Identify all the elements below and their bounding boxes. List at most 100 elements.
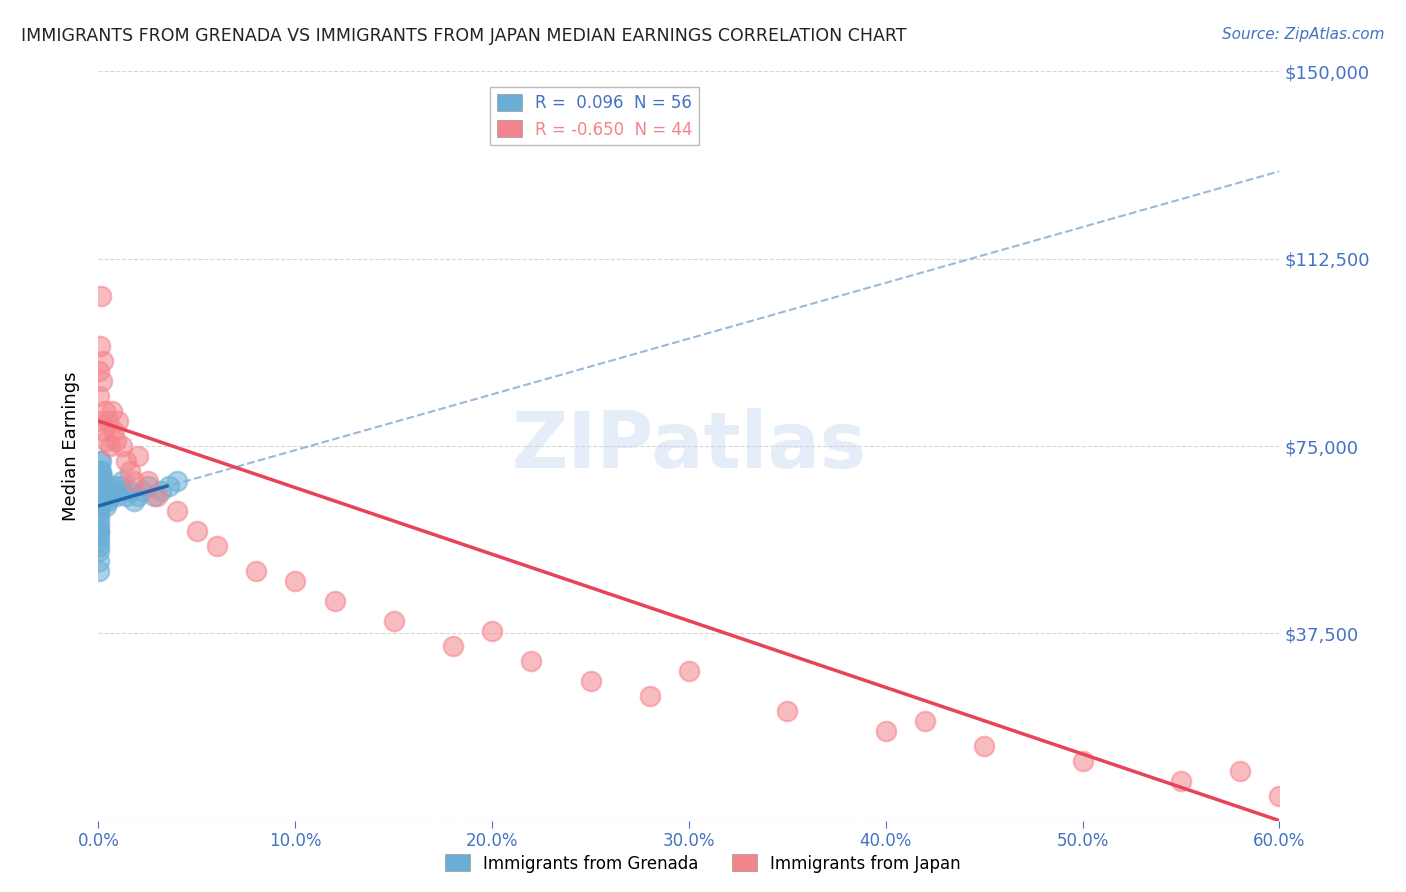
Point xyxy=(89,364,111,378)
Point xyxy=(118,483,141,498)
Point xyxy=(914,714,936,728)
Point xyxy=(323,594,346,608)
Point xyxy=(90,474,112,488)
Point xyxy=(105,434,128,448)
Point xyxy=(108,479,131,493)
Point xyxy=(205,539,228,553)
Point xyxy=(107,483,129,498)
Point xyxy=(136,479,159,493)
Point xyxy=(142,489,165,503)
Point xyxy=(245,564,267,578)
Point xyxy=(127,449,149,463)
Point xyxy=(118,464,141,478)
Point xyxy=(127,489,149,503)
Point xyxy=(94,489,117,503)
Point xyxy=(638,689,661,703)
Point xyxy=(89,469,111,483)
Point xyxy=(93,483,115,498)
Point xyxy=(111,474,134,488)
Text: Source: ZipAtlas.com: Source: ZipAtlas.com xyxy=(1222,27,1385,42)
Point xyxy=(1268,789,1291,803)
Point xyxy=(89,533,111,548)
Point xyxy=(150,483,173,498)
Point xyxy=(89,554,111,568)
Point xyxy=(441,639,464,653)
Point xyxy=(89,524,111,538)
Point xyxy=(89,508,111,523)
Y-axis label: Median Earnings: Median Earnings xyxy=(62,371,80,521)
Point xyxy=(166,504,188,518)
Point xyxy=(973,739,995,753)
Point xyxy=(89,539,111,553)
Point xyxy=(89,479,111,493)
Point xyxy=(122,474,145,488)
Point xyxy=(89,504,111,518)
Point xyxy=(91,374,114,388)
Point xyxy=(776,704,799,718)
Point xyxy=(481,624,503,638)
Point xyxy=(89,489,111,503)
Point xyxy=(875,723,897,738)
Point xyxy=(382,614,405,628)
Point xyxy=(579,673,602,688)
Point xyxy=(91,469,114,483)
Point xyxy=(94,404,117,418)
Point xyxy=(1170,773,1192,788)
Point xyxy=(115,489,138,503)
Point xyxy=(90,464,112,478)
Point xyxy=(89,494,111,508)
Point xyxy=(89,514,111,528)
Point xyxy=(103,479,125,493)
Point xyxy=(1229,764,1251,778)
Point xyxy=(98,489,121,503)
Point xyxy=(101,404,124,418)
Point xyxy=(111,439,134,453)
Point xyxy=(89,499,111,513)
Point xyxy=(146,489,169,503)
Point xyxy=(105,489,128,503)
Point xyxy=(1071,754,1094,768)
Point xyxy=(89,524,111,538)
Point xyxy=(96,489,118,503)
Point xyxy=(93,474,115,488)
Point xyxy=(97,414,120,428)
Point xyxy=(131,483,153,498)
Point xyxy=(89,483,111,498)
Point xyxy=(284,574,307,588)
Point xyxy=(89,389,111,403)
Point xyxy=(89,544,111,558)
Point xyxy=(101,483,124,498)
Point xyxy=(89,414,111,428)
Point xyxy=(89,499,111,513)
Point xyxy=(93,354,115,368)
Point xyxy=(115,454,138,468)
Point xyxy=(89,529,111,543)
Point xyxy=(97,483,120,498)
Point xyxy=(89,479,111,493)
Point xyxy=(103,424,125,438)
Point xyxy=(166,474,188,488)
Point xyxy=(89,464,111,478)
Point xyxy=(93,424,115,438)
Text: ZIPatlas: ZIPatlas xyxy=(512,408,866,484)
Point xyxy=(91,479,114,493)
Point xyxy=(90,454,112,468)
Point xyxy=(678,664,700,678)
Point xyxy=(93,494,115,508)
Text: IMMIGRANTS FROM GRENADA VS IMMIGRANTS FROM JAPAN MEDIAN EARNINGS CORRELATION CHA: IMMIGRANTS FROM GRENADA VS IMMIGRANTS FR… xyxy=(21,27,907,45)
Point xyxy=(89,519,111,533)
Point xyxy=(91,489,114,503)
Point xyxy=(98,439,121,453)
Point xyxy=(97,494,120,508)
Point xyxy=(186,524,208,538)
Point xyxy=(122,494,145,508)
Point xyxy=(96,434,118,448)
Point xyxy=(89,339,111,353)
Point xyxy=(136,474,159,488)
Legend: Immigrants from Grenada, Immigrants from Japan: Immigrants from Grenada, Immigrants from… xyxy=(439,847,967,880)
Point xyxy=(157,479,180,493)
Legend: R =  0.096  N = 56, R = -0.650  N = 44: R = 0.096 N = 56, R = -0.650 N = 44 xyxy=(489,87,699,145)
Point xyxy=(89,454,111,468)
Point xyxy=(520,654,543,668)
Point xyxy=(96,499,118,513)
